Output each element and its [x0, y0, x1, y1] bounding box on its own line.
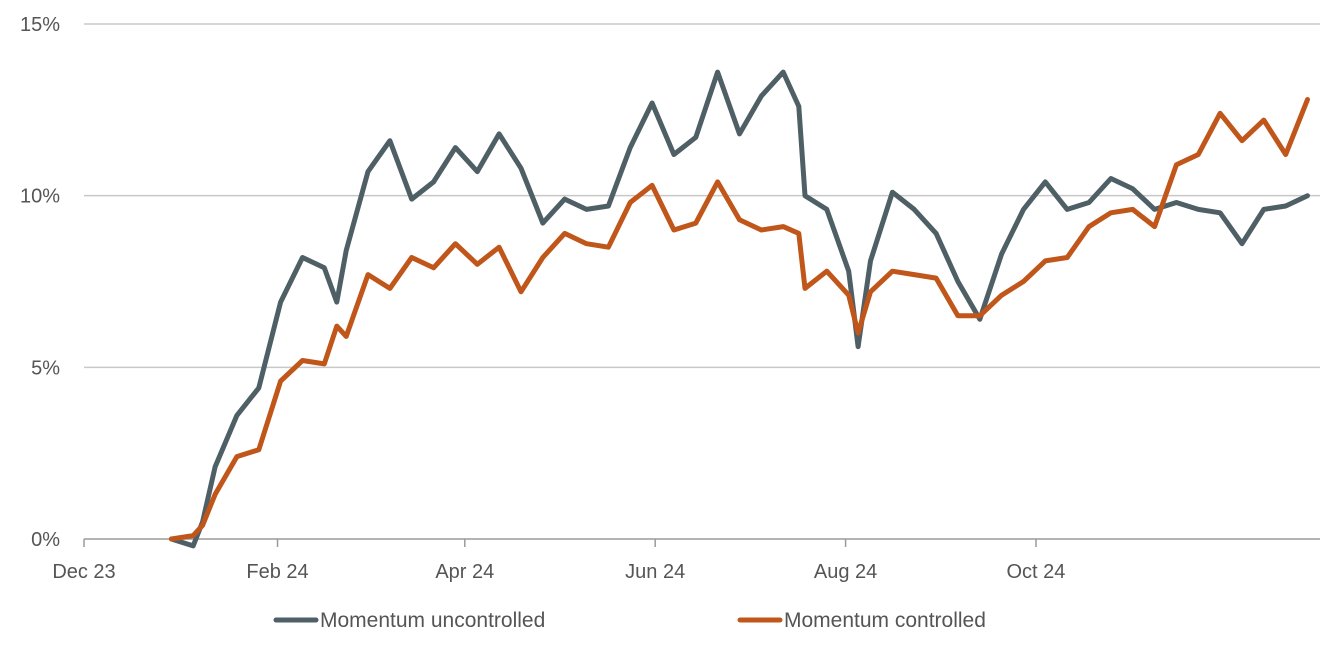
legend: Momentum uncontrolled Momentum controlled	[273, 609, 986, 632]
y-tick-label: 15%	[20, 14, 60, 36]
x-tick-label: Feb 24	[246, 561, 308, 583]
x-tick-label: Aug 24	[814, 561, 877, 583]
y-tick-label: 5%	[31, 357, 60, 379]
series-line-momentum-uncontrolled	[168, 69, 1310, 549]
y-tick-label: 0%	[31, 529, 60, 551]
y-tick-label: 10%	[20, 186, 60, 208]
x-tick-label: Oct 24	[1007, 561, 1066, 583]
x-axis: Dec 23 Feb 24 Apr 24 Jun 24 Aug 24 Oct 24	[52, 538, 1320, 583]
series-lines	[168, 69, 1310, 549]
x-tick-label: Dec 23	[52, 561, 115, 583]
legend-label: Momentum uncontrolled	[320, 609, 545, 632]
series-line-momentum-controlled	[168, 97, 1310, 542]
grid-lines	[84, 23, 1320, 369]
x-tick-label: Apr 24	[435, 561, 494, 583]
x-tick-label: Jun 24	[625, 561, 685, 583]
legend-label: Momentum controlled	[784, 609, 986, 632]
y-axis: 0% 5% 10% 15%	[20, 14, 60, 551]
